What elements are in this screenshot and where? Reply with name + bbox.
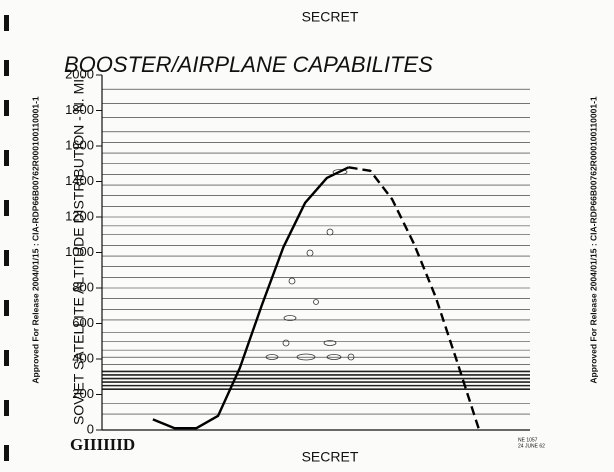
- y-tick-label: 200: [72, 386, 94, 401]
- logo: GIIIIIID: [70, 435, 135, 454]
- binder-marks: [4, 15, 9, 461]
- y-tick-label: 1000: [65, 244, 94, 259]
- y-tick-label: 400: [72, 350, 94, 365]
- altitude-curve: [348, 166, 481, 431]
- classification: SECRET: [302, 9, 359, 25]
- vehicle-icons: [265, 169, 355, 361]
- release-note: Approved For Release 2004/01/15 : CIA-RD…: [30, 96, 40, 384]
- y-tick-label: 1600: [65, 137, 94, 152]
- y-tick-label: 1400: [65, 173, 94, 188]
- chart-title: BOOSTER/AIRPLANE CAPABILITES: [64, 52, 433, 77]
- y-tick-label: 1200: [65, 208, 94, 223]
- y-tick-label: 1800: [65, 102, 94, 117]
- y-tick-label: 600: [72, 315, 94, 330]
- stamp: NE 1057: [518, 437, 538, 443]
- altitude-curve: [152, 166, 350, 430]
- stamp: 24 JUNE 62: [518, 443, 545, 449]
- y-axis-label: SOVIET SATELLITE ALTITUDE DISTRIBUTION -…: [71, 75, 87, 425]
- y-tick-label: 0: [87, 421, 94, 436]
- classification: SECRET: [302, 449, 359, 465]
- y-tick-label: 800: [72, 279, 94, 294]
- release-note: Approved For Release 2004/01/15 : CIA-RD…: [588, 96, 598, 384]
- y-tick-label: 2000: [65, 66, 94, 81]
